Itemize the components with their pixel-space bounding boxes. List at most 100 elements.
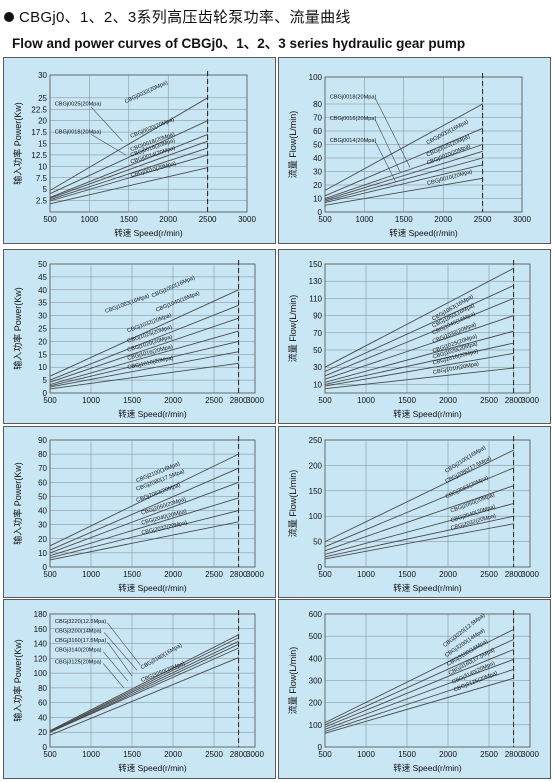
y-tick-label: 400: [309, 654, 323, 663]
x-tick-label: 2000: [159, 215, 177, 224]
y-tick-label: 0: [318, 563, 323, 572]
series-line: [324, 515, 514, 558]
y-tick-label: 60: [38, 478, 47, 487]
x-tick-label: 3000: [513, 215, 531, 224]
series-label: CBGj0014(20Mpa): [330, 138, 377, 144]
series-line: [324, 330, 514, 383]
series-line: [324, 342, 514, 385]
series-label: CBGj0018(20Mpa): [55, 129, 102, 135]
leader-line: [107, 622, 141, 666]
y-tick-label: 20: [38, 728, 47, 737]
series-label: CBGj3160(17.5Mpa): [55, 638, 106, 644]
series-line: [324, 503, 514, 555]
leader-line: [103, 632, 138, 671]
series-line: [49, 351, 239, 388]
series-line: [324, 144, 483, 199]
y-tick-label: 30: [38, 312, 47, 321]
leader-line: [103, 663, 125, 689]
y-tick-label: 100: [309, 721, 323, 730]
y-axis-label: 流量 Flow(L/min): [287, 470, 298, 538]
y-axis-label: 输入功率 Power(Kw): [12, 462, 23, 545]
series-line: [49, 481, 239, 554]
leader-line: [103, 651, 129, 682]
series-line: [49, 154, 208, 202]
y-tick-label: 100: [309, 512, 323, 521]
series-line: [324, 658, 514, 730]
x-tick-label: 3000: [521, 570, 539, 579]
x-tick-label: 3000: [521, 396, 539, 405]
x-tick-label: 1000: [82, 570, 100, 579]
y-tick-label: 35: [38, 299, 47, 308]
x-tick-label: 500: [318, 570, 332, 579]
x-tick-label: 1000: [357, 570, 375, 579]
y-tick-label: 0: [318, 208, 323, 217]
y-tick-label: 30: [38, 521, 47, 530]
chart-panel-1: 500 1000 1500 2000 2500 3000 2.5 5 7.5 10 12.5 15 17…: [3, 57, 276, 244]
y-axis-label: 流量 Flow(L/min): [287, 647, 298, 715]
x-axis-label: 转速 Speed(r/min): [393, 409, 462, 419]
x-tick-label: 1500: [398, 570, 416, 579]
x-tick-label: 2500: [205, 396, 223, 405]
y-tick-label: 90: [38, 436, 47, 445]
chart-svg-2: 500 1000 1500 2000 2500 3000 0 10 20 30 40 50 60 70 80…: [287, 73, 531, 238]
series-line: [324, 668, 514, 732]
y-tick-label: 10: [313, 195, 322, 204]
y-tick-label: 160: [34, 625, 48, 634]
series-line: [49, 289, 239, 377]
y-tick-label: 150: [309, 487, 323, 496]
series-line: [49, 340, 239, 387]
x-tick-label: 2000: [439, 570, 457, 579]
series-line: [49, 133, 208, 198]
x-axis-label: 转速 Speed(r/min): [118, 583, 187, 593]
y-tick-label: 5: [43, 376, 48, 385]
chart-panel-2: 500 1000 1500 2000 2500 3000 0 10 20 30 40 50 60 70 80…: [278, 57, 551, 244]
bullet-icon: [4, 12, 14, 22]
leader-line: [375, 120, 401, 172]
y-tick-label: 150: [309, 260, 323, 269]
plot-frame: [49, 439, 256, 568]
x-tick-label: 1500: [398, 396, 416, 405]
leader-line: [375, 98, 411, 168]
series-line: [49, 120, 208, 195]
y-tick-label: 0: [43, 389, 48, 398]
series-line: [324, 315, 514, 380]
x-tick-label: 500: [43, 570, 57, 579]
y-tick-label: 200: [309, 699, 323, 708]
x-tick-label: 2500: [474, 215, 492, 224]
series-line: [324, 157, 483, 202]
series-line: [49, 657, 239, 736]
series-label: CBGj1063(16Mpa): [104, 293, 150, 315]
series-line: [324, 485, 514, 552]
series-line: [49, 453, 239, 547]
x-tick-label: 2000: [439, 396, 457, 405]
series-line: [324, 367, 514, 390]
x-tick-label: 2500: [480, 570, 498, 579]
series-line: [324, 649, 514, 728]
series-line: [324, 177, 483, 206]
leader-line: [375, 141, 397, 183]
x-tick-label: 500: [43, 215, 57, 224]
series-label: CBGj0025(20Mpa): [55, 102, 102, 108]
series-line: [49, 140, 208, 199]
chart-panel-5: 500 1000 1500 2000 2500 2800 3000 0 10 20 30 40 50 60…: [3, 426, 276, 598]
x-tick-label: 2500: [480, 396, 498, 405]
y-tick-label: 80: [38, 450, 47, 459]
series-line: [49, 643, 239, 733]
x-tick-label: 2500: [480, 750, 498, 759]
y-tick-label: 180: [34, 610, 48, 619]
y-tick-label: 40: [313, 154, 322, 163]
y-tick-label: 70: [313, 114, 322, 123]
y-tick-label: 10: [38, 549, 47, 558]
title-cn-text: CBGj0、1、2、3系列高压齿轮泵功率、流量曲线: [19, 9, 351, 26]
y-tick-label: 5: [43, 185, 48, 194]
x-axis-label: 转速 Speed(r/min): [393, 763, 462, 773]
y-tick-label: 2.5: [36, 197, 48, 206]
x-axis-label: 转速 Speed(r/min): [118, 409, 187, 419]
x-tick-label: 1000: [356, 215, 374, 224]
y-tick-label: 100: [34, 669, 48, 678]
series-label: CBGj0018(20Mpa): [330, 95, 377, 101]
y-tick-label: 30: [313, 363, 322, 372]
y-axis-label: 流量 Flow(L/min): [287, 295, 298, 363]
